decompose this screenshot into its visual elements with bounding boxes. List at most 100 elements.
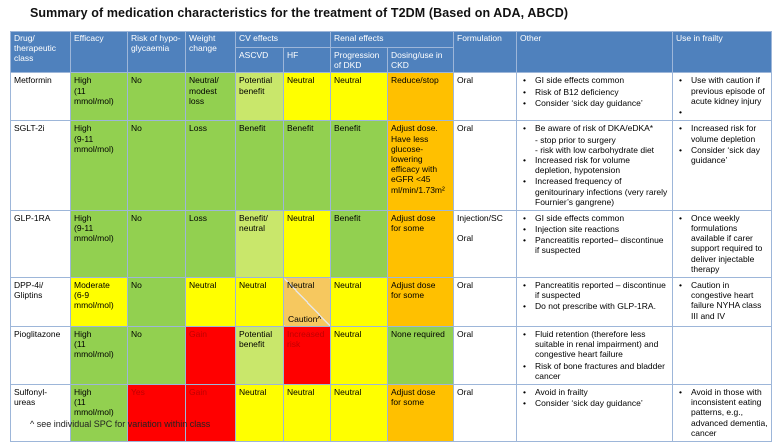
bullet-text: Injection site reactions (535, 224, 620, 235)
bullet-icon: • (679, 212, 682, 223)
drug-name: DPP-4i/ Gliptins (10, 277, 71, 327)
cell-efficacy: Moderate (6-9 mmol/mol) (70, 277, 128, 327)
drug-row: GLP-1RA High (9-11 mmol/mol) No Loss Benefit… (10, 209, 772, 279)
bullet-icon: • (523, 176, 526, 187)
bullet-icon: • (523, 360, 526, 371)
col-header-ascvd: ASCVD (235, 46, 284, 74)
frailty-list: • Once weekly formulations available if c… (676, 213, 768, 274)
bullet-item: • Do not prescribe with GLP-1RA. (520, 301, 669, 311)
drug-row: SGLT-2i High (9-11 mmol/mol) No Loss Benefit… (10, 120, 772, 211)
bullet-subline: - risk with low carbohydrate diet (535, 144, 655, 155)
cell-ckd: Reduce/stop (387, 72, 454, 122)
bullet-item: • Increased risk for volume depletion, hy… (520, 155, 669, 175)
cell-other: • Avoid in frailty • Consider ‘sick day gui… (516, 383, 673, 442)
cell-hf: Neutral (283, 383, 331, 442)
cell-efficacy: High (9-11 mmol/mol) (70, 120, 128, 211)
medication-table: Drug/ therapeutic class Efficacy Risk of… (10, 30, 772, 442)
cell-formulation: Oral (453, 383, 517, 442)
cell-efficacy: High (11 mmol/mol) (70, 326, 128, 385)
bullet-subline: - stop prior to surgery (535, 134, 616, 145)
drug-name: Pioglitazone (10, 326, 71, 385)
bullet-item: • Once weekly formulations available if c… (676, 213, 768, 274)
cell-formulation: Oral (453, 277, 517, 327)
cell-weight: Loss (185, 209, 236, 279)
cell-weight: Neutral/ modest loss (185, 72, 236, 122)
bullet-icon: • (679, 106, 682, 117)
col-header-use-in-frailty: Use in frailty (672, 30, 772, 74)
bullet-icon: • (523, 212, 526, 223)
bullet-item: • Risk of B12 deficiency (520, 87, 669, 97)
cell-use-in-frailty: • Once weekly formulations available if c… (672, 209, 772, 279)
bullet-text (691, 107, 768, 117)
split-cell-bottom-label: Caution^ (288, 313, 322, 324)
bullet-item: • Consider ‘sick day guidance’ (676, 145, 768, 165)
cell-dkd: Neutral (330, 326, 388, 385)
col-header-other: Other (516, 30, 673, 74)
cell-hf: Neutral Caution^ (283, 277, 331, 327)
cell-hypo: No (127, 72, 186, 122)
bullet-text: Pancreatitis reported– discontinue if su… (535, 235, 666, 256)
cell-efficacy: High (9-11 mmol/mol) (70, 209, 128, 279)
bullet-text: Avoid in those with inconsistent eating … (691, 386, 770, 438)
cell-weight: Neutral (185, 277, 236, 327)
bullet-icon: • (679, 280, 682, 290)
bullet-icon: • (523, 86, 526, 97)
drug-row: Sulfonyl- ureas High (11 mmol/mol) Yes Gain… (10, 383, 772, 442)
cell-formulation: Oral (453, 326, 517, 385)
split-cell-top-label: Neutral (287, 280, 315, 290)
bullet-text: Caution in congestive heart failure NYHA… (691, 280, 764, 321)
bullet-item: • Avoid in frailty (520, 387, 669, 397)
cell-hypo: Yes (127, 383, 186, 442)
bullet-icon: • (523, 97, 526, 108)
bullet-item: • Increased risk for volume depletion (676, 123, 768, 143)
bullet-icon: • (523, 398, 526, 409)
cell-hypo: No (127, 277, 186, 327)
bullet-text: Increased risk for volume depletion (691, 123, 759, 144)
other-list: • Pancreatitis reported – discontinue if … (520, 280, 669, 312)
bullet-item: • Fluid retention (therefore less suitabl… (520, 329, 669, 360)
cell-use-in-frailty (672, 326, 772, 385)
cell-dkd: Benefit (330, 120, 388, 211)
cell-ckd: Adjust dose. Have less glucose- lowering… (387, 120, 454, 211)
drug-row: Pioglitazone High (11 mmol/mol) No Gain Pote… (10, 326, 772, 385)
table-body: Metformin High (11 mmol/mol) No Neutral/ mo… (10, 72, 772, 442)
cell-dkd: Neutral (330, 72, 388, 122)
bullet-item: • GI side effects common (520, 75, 669, 85)
bullet-text: Fluid retention (therefore less suitable… (535, 329, 661, 360)
bullet-icon: • (523, 329, 526, 339)
group-header-cv-effects: CV effects (235, 31, 331, 48)
bullet-text: Consider ‘sick day guidance’ (691, 144, 763, 165)
frailty-list: • Increased risk for volume depletion • Con… (676, 123, 768, 165)
bullet-text: Increased frequency of genitourinary inf… (535, 176, 670, 207)
cell-formulation: Oral (453, 72, 517, 122)
bullet-icon: • (679, 123, 682, 134)
bullet-icon: • (523, 280, 526, 290)
cell-formulation: Injection/SC Oral (453, 209, 517, 279)
bullet-item: • Pancreatitis reported – discontinue if … (520, 280, 669, 300)
other-list: • GI side effects common • Risk of B12 defi… (520, 75, 669, 108)
cell-ascvd: Potential benefit (235, 72, 284, 122)
cell-dkd: Benefit (330, 209, 388, 279)
cell-ascvd: Potential benefit (235, 326, 284, 385)
cell-efficacy: High (11 mmol/mol) (70, 383, 128, 442)
col-header-weight-change: Weight change (185, 30, 236, 74)
cell-other: • Be aware of risk of DKA/eDKA* - stop pri… (516, 120, 673, 211)
bullet-item: • Risk of bone fractures and bladder canc… (520, 361, 669, 381)
cell-use-in-frailty: • Use with caution if previous episode of… (672, 72, 772, 122)
other-list: • Be aware of risk of DKA/eDKA* - stop pri… (520, 123, 669, 207)
cell-hypo: No (127, 120, 186, 211)
cell-dkd: Neutral (330, 277, 388, 327)
page-title: Summary of medication characteristics fo… (30, 6, 569, 20)
bullet-item: • Avoid in those with inconsistent eating… (676, 387, 768, 438)
bullet-icon: • (523, 75, 526, 86)
cell-ascvd: Neutral (235, 383, 284, 442)
cell-ascvd: Benefit (235, 120, 284, 211)
bullet-text: Do not prescribe with GLP-1RA. (535, 301, 656, 312)
cell-weight: Gain (185, 383, 236, 442)
cell-weight: Loss (185, 120, 236, 211)
cell-other: • GI side effects common • Risk of B12 defi… (516, 72, 673, 122)
bullet-icon: • (523, 154, 526, 165)
cell-ckd: None required (387, 326, 454, 385)
col-header-hypo-risk: Risk of hypo-glycaemia (127, 30, 186, 74)
bullet-text: Consider ‘sick day guidance’ (535, 398, 643, 409)
